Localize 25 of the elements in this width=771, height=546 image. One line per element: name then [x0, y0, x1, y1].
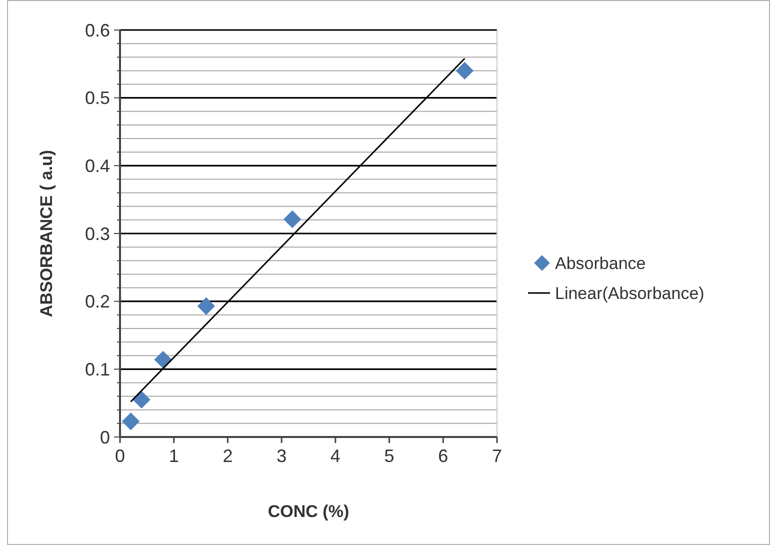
y-tick-label: 0: [100, 427, 110, 448]
y-tick-label: 0.4: [84, 156, 110, 176]
point: [197, 297, 216, 315]
point: [154, 350, 172, 369]
y-axis-title: ABSORBANCE ( a.u): [37, 150, 56, 318]
point: [283, 210, 302, 228]
point: [122, 412, 140, 430]
x-axis-title: CONC (%): [268, 502, 350, 521]
x-tick-label: 0: [114, 446, 126, 466]
y-tick-label: 0.3: [84, 224, 110, 244]
y-tick-label: 0.1: [84, 359, 110, 380]
point: [132, 390, 150, 409]
legend-label: Absorbance: [555, 254, 646, 273]
point: [456, 62, 474, 80]
x-tick-label: 3: [276, 446, 287, 466]
x-tick-label: 2: [222, 446, 233, 466]
y-tick-label: 0.5: [84, 88, 110, 108]
x-tick-label: 5: [384, 446, 394, 466]
legend-label: Linear(Absorbance): [555, 284, 704, 303]
x-tick-label: 4: [330, 446, 340, 466]
y-tick-label: 0.6: [84, 20, 110, 40]
x-tick-label: 6: [438, 446, 448, 466]
x-tick-label: 1: [168, 446, 179, 466]
x-tick-label: 7: [492, 446, 502, 466]
y-tick-label: 0.2: [84, 292, 110, 312]
